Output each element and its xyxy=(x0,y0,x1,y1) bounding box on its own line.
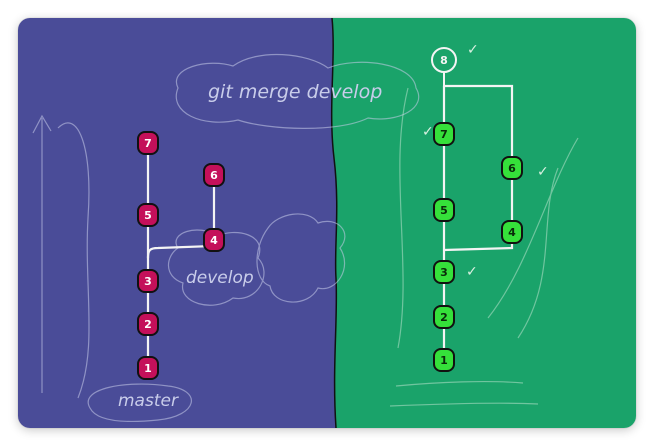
panel-divider xyxy=(330,18,338,428)
right-commit-2-shape xyxy=(433,305,455,329)
left-commit-5-label: 5 xyxy=(144,209,152,222)
right-commit-5-label: 5 xyxy=(440,204,448,217)
check-marks: ✓ ✓ ✓ ✓ xyxy=(422,42,549,280)
left-commit-7-shape xyxy=(137,131,159,155)
left-commit-4: 4 xyxy=(203,228,225,252)
left-commit-3-label: 3 xyxy=(144,275,152,288)
right-commit-5-shape xyxy=(433,198,455,222)
left-commit-6-shape xyxy=(203,163,225,187)
right-develop-line xyxy=(442,166,514,252)
right-sketch-decorations xyxy=(389,87,579,407)
diagram-canvas: master develop git merge develop 1 2 3 5 7 4 6… xyxy=(18,18,636,428)
git-merge-diagram: master develop git merge develop 1 2 3 5 7 4 6… xyxy=(18,18,636,428)
right-commit-1-label: 1 xyxy=(440,354,448,367)
left-develop-line xyxy=(146,176,216,260)
baseline-line-1 xyxy=(395,380,524,387)
right-commit-3-label: 3 xyxy=(440,266,448,279)
right-commit-5: 5 xyxy=(433,198,455,222)
right-commit-4: 4 xyxy=(501,220,523,244)
check-commit-6-icon: ✓ xyxy=(537,164,549,180)
right-commit-nodes: 1 2 3 5 7 4 6 8 xyxy=(431,47,523,372)
right-commit-6-shape xyxy=(501,156,523,180)
right-merge-line-develop xyxy=(442,84,514,170)
left-commit-6-label: 6 xyxy=(210,169,218,182)
right-commit-4-label: 4 xyxy=(508,226,516,239)
left-commit-3: 3 xyxy=(137,269,159,293)
up-arrow-head-icon xyxy=(32,114,52,134)
left-commit-5-shape xyxy=(137,203,159,227)
right-commit-1: 1 xyxy=(433,348,455,372)
check-commit-7-icon: ✓ xyxy=(422,124,434,140)
right-panel-background xyxy=(331,18,636,428)
sketch-stroke-right-2 xyxy=(487,137,579,319)
baseline-line-2 xyxy=(389,402,539,407)
master-label: master xyxy=(118,391,179,411)
git-merge-command: git merge develop xyxy=(208,81,382,103)
right-commit-7: 7 xyxy=(433,122,455,146)
right-commit-1-shape xyxy=(433,348,455,372)
develop-label: develop xyxy=(186,268,254,288)
left-panel-background xyxy=(18,18,348,428)
check-merge-icon: ✓ xyxy=(467,42,479,58)
left-commit-3-shape xyxy=(137,269,159,293)
right-commit-6: 6 xyxy=(501,156,523,180)
left-commit-2: 2 xyxy=(137,312,159,336)
left-commit-1-shape xyxy=(137,356,159,380)
left-commit-nodes: 1 2 3 5 7 4 6 xyxy=(137,131,225,380)
right-commit-2: 2 xyxy=(433,305,455,329)
right-commit-3-shape xyxy=(433,260,455,284)
right-commit-3: 3 xyxy=(433,260,455,284)
right-commit-7-label: 7 xyxy=(440,128,448,141)
left-commit-6: 6 xyxy=(203,163,225,187)
merge-commit-label: 8 xyxy=(440,54,448,67)
left-commit-7-label: 7 xyxy=(144,137,152,150)
master-label-cloud xyxy=(87,383,192,423)
left-commit-1-label: 1 xyxy=(144,362,152,375)
right-commit-7-shape xyxy=(433,122,455,146)
left-commit-7: 7 xyxy=(137,131,159,155)
sketch-cloud-middle xyxy=(256,213,346,303)
right-commit-6-label: 6 xyxy=(508,162,516,175)
left-commit-1: 1 xyxy=(137,356,159,380)
check-commit-3-icon: ✓ xyxy=(466,264,478,280)
left-commit-2-label: 2 xyxy=(144,318,152,331)
left-commit-4-shape xyxy=(203,228,225,252)
sketch-stroke-right-1 xyxy=(397,87,409,349)
left-commit-5: 5 xyxy=(137,203,159,227)
sketch-stroke-left xyxy=(57,122,90,399)
sketch-stroke-right-3 xyxy=(517,167,559,339)
right-commit-2-label: 2 xyxy=(440,311,448,324)
git-merge-cloud xyxy=(175,53,420,129)
left-commit-2-shape xyxy=(137,312,159,336)
right-commit-4-shape xyxy=(501,220,523,244)
left-commit-4-label: 4 xyxy=(210,234,218,247)
